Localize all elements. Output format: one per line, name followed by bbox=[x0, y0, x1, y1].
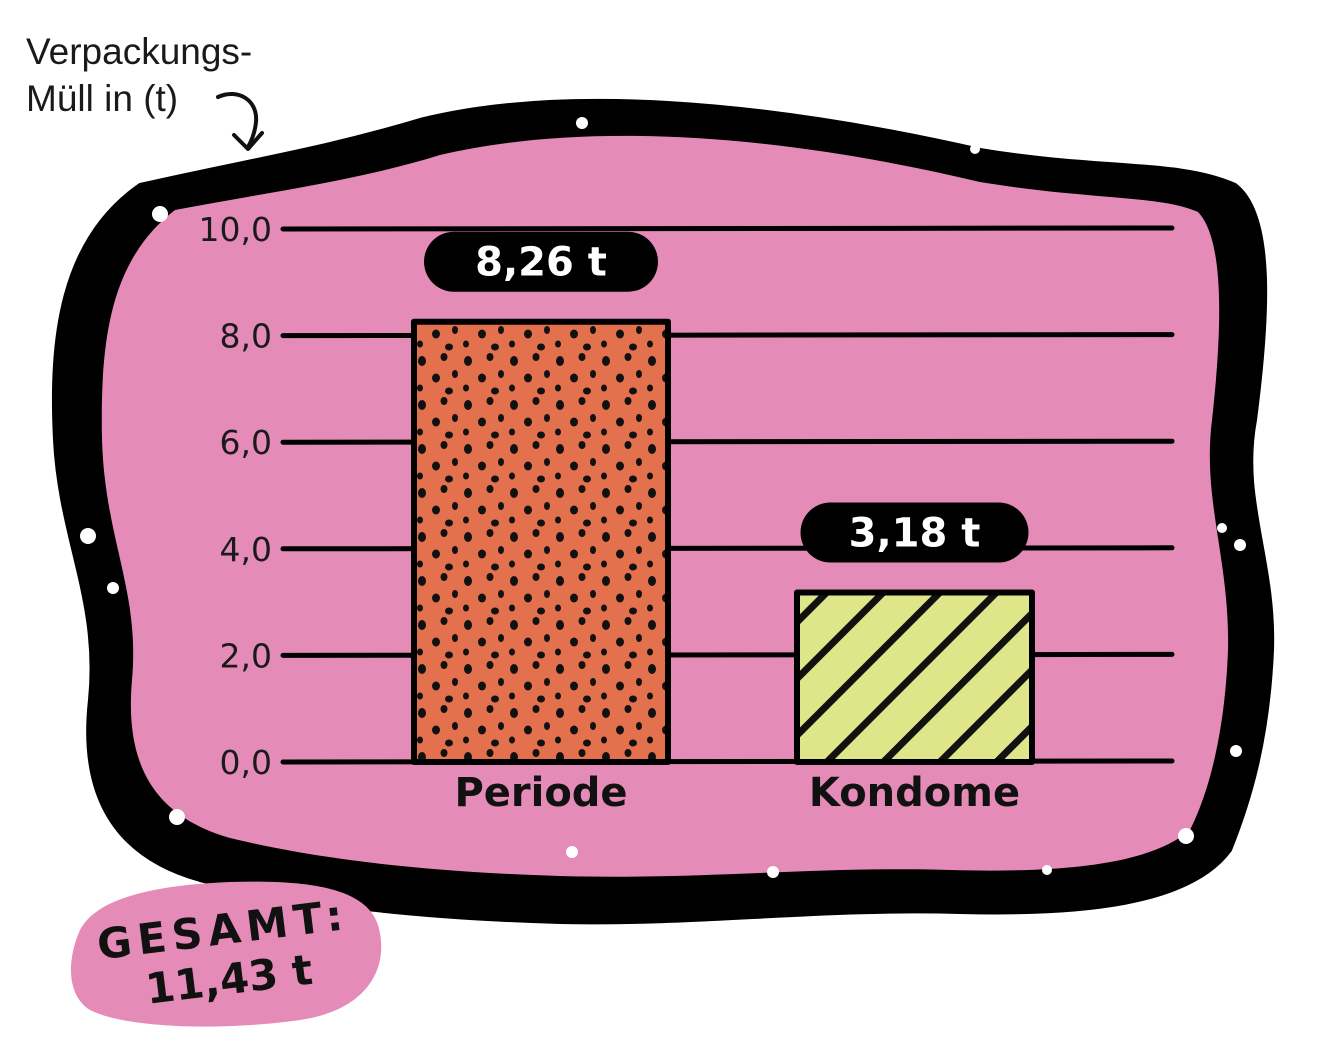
sparkle-dot bbox=[1234, 539, 1246, 551]
bar-pattern bbox=[797, 592, 1032, 762]
sparkle-dot bbox=[576, 117, 588, 129]
y-tick-label: 8,0 bbox=[220, 317, 272, 356]
sparkle-dot bbox=[107, 582, 119, 594]
y-tick-label: 6,0 bbox=[220, 423, 272, 462]
x-axis-labels: Periode Kondome bbox=[454, 770, 1020, 816]
sparkle-dot bbox=[1217, 523, 1227, 533]
sparkle-dot bbox=[152, 206, 168, 222]
gesamt-blob bbox=[70, 881, 382, 1027]
y-tick-label: 4,0 bbox=[220, 530, 272, 569]
ylabel-arrow bbox=[216, 92, 259, 149]
sparkle-dot bbox=[1042, 865, 1052, 875]
y-tick-label: 0,0 bbox=[220, 743, 272, 782]
value-pill bbox=[800, 502, 1029, 563]
sparkle-dot bbox=[767, 866, 779, 878]
gridline bbox=[280, 225, 1175, 232]
sparkle-dot bbox=[1230, 745, 1242, 757]
sparkle-dot bbox=[80, 528, 96, 544]
sparkle-dot bbox=[169, 809, 185, 825]
value-label-periode: 8,26 t bbox=[424, 231, 658, 292]
y-axis-ticks: 0,0 2,0 4,0 6,0 8,0 10,0 bbox=[199, 210, 272, 782]
bar-outline bbox=[794, 589, 1035, 765]
bar-periode bbox=[411, 318, 671, 765]
value-label-kondome: 3,18 t bbox=[800, 502, 1029, 563]
y-axis-title-line1: Verpackungs- bbox=[26, 31, 253, 72]
sparkle-dot bbox=[970, 144, 980, 154]
bar-outline bbox=[411, 318, 671, 765]
y-tick-label: 10,0 bbox=[199, 210, 272, 249]
y-tick-label: 2,0 bbox=[220, 636, 272, 675]
sparkle-dot bbox=[1178, 828, 1194, 844]
y-axis-title: Verpackungs- Müll in (t) bbox=[26, 28, 252, 122]
y-axis-title-line2: Müll in (t) bbox=[26, 78, 179, 119]
value-pill bbox=[424, 231, 658, 292]
value-label-text: 3,18 t bbox=[849, 511, 981, 557]
x-tick-label: Kondome bbox=[809, 770, 1020, 816]
value-label-text: 8,26 t bbox=[475, 240, 607, 286]
bar-kondome bbox=[794, 589, 1035, 765]
ylabel-arrowhead bbox=[232, 131, 264, 151]
sparkle-dots bbox=[80, 117, 1246, 878]
x-tick-label: Periode bbox=[454, 770, 627, 816]
bars bbox=[411, 318, 1035, 765]
sparkle-dot bbox=[989, 128, 1001, 140]
sparkle-dot bbox=[566, 846, 578, 858]
bar-pattern bbox=[414, 321, 668, 762]
value-labels: 8,26 t 3,18 t bbox=[424, 231, 1029, 563]
